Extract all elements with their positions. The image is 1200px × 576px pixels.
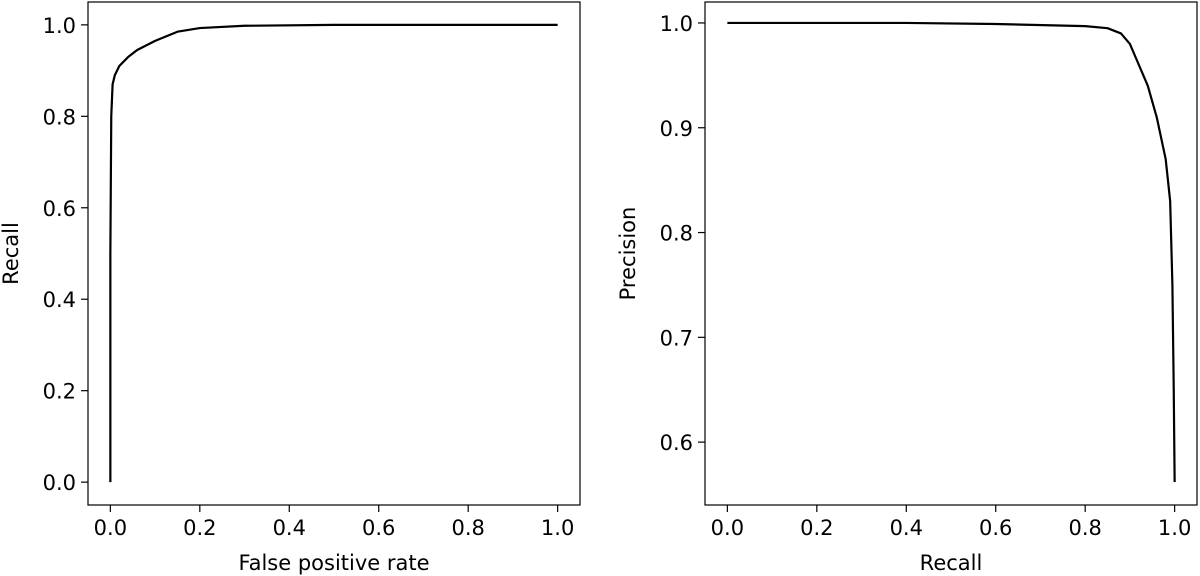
data-line — [727, 21, 1176, 482]
x-tick-label: 1.0 — [541, 516, 574, 540]
x-tick-label: 0.4 — [890, 516, 923, 540]
x-tick-label: 1.0 — [1158, 516, 1191, 540]
y-axis-label: Precision — [616, 207, 640, 301]
data-line — [109, 23, 558, 483]
y-tick-label: 0.2 — [43, 380, 76, 404]
x-tick-label: 0.6 — [362, 516, 395, 540]
y-tick-label: 1.0 — [43, 14, 76, 38]
y-tick-label: 1.0 — [660, 12, 693, 36]
y-tick-label: 0.4 — [43, 288, 76, 312]
x-tick-label: 0.4 — [273, 516, 306, 540]
x-tick-label: 0.2 — [800, 516, 833, 540]
axes-frame — [704, 1, 1198, 506]
y-tick-label: 0.9 — [660, 117, 693, 141]
x-tick-label: 0.8 — [1068, 516, 1101, 540]
x-axis-label: Recall — [920, 551, 983, 575]
x-tick-label: 0.8 — [451, 516, 484, 540]
y-tick-label: 0.8 — [660, 222, 693, 246]
x-axis-label: False positive rate — [238, 551, 429, 575]
x-tick-label: 0.0 — [94, 516, 127, 540]
y-tick-label: 0.0 — [43, 471, 76, 495]
axes-frame — [87, 1, 581, 506]
y-tick-label: 0.8 — [43, 105, 76, 129]
y-tick-label: 0.6 — [660, 431, 693, 455]
x-tick-label: 0.6 — [979, 516, 1012, 540]
y-axis-label: Recall — [0, 222, 23, 285]
x-tick-label: 0.0 — [711, 516, 744, 540]
x-tick-label: 0.2 — [183, 516, 216, 540]
y-tick-label: 0.7 — [660, 326, 693, 350]
y-tick-label: 0.6 — [43, 197, 76, 221]
